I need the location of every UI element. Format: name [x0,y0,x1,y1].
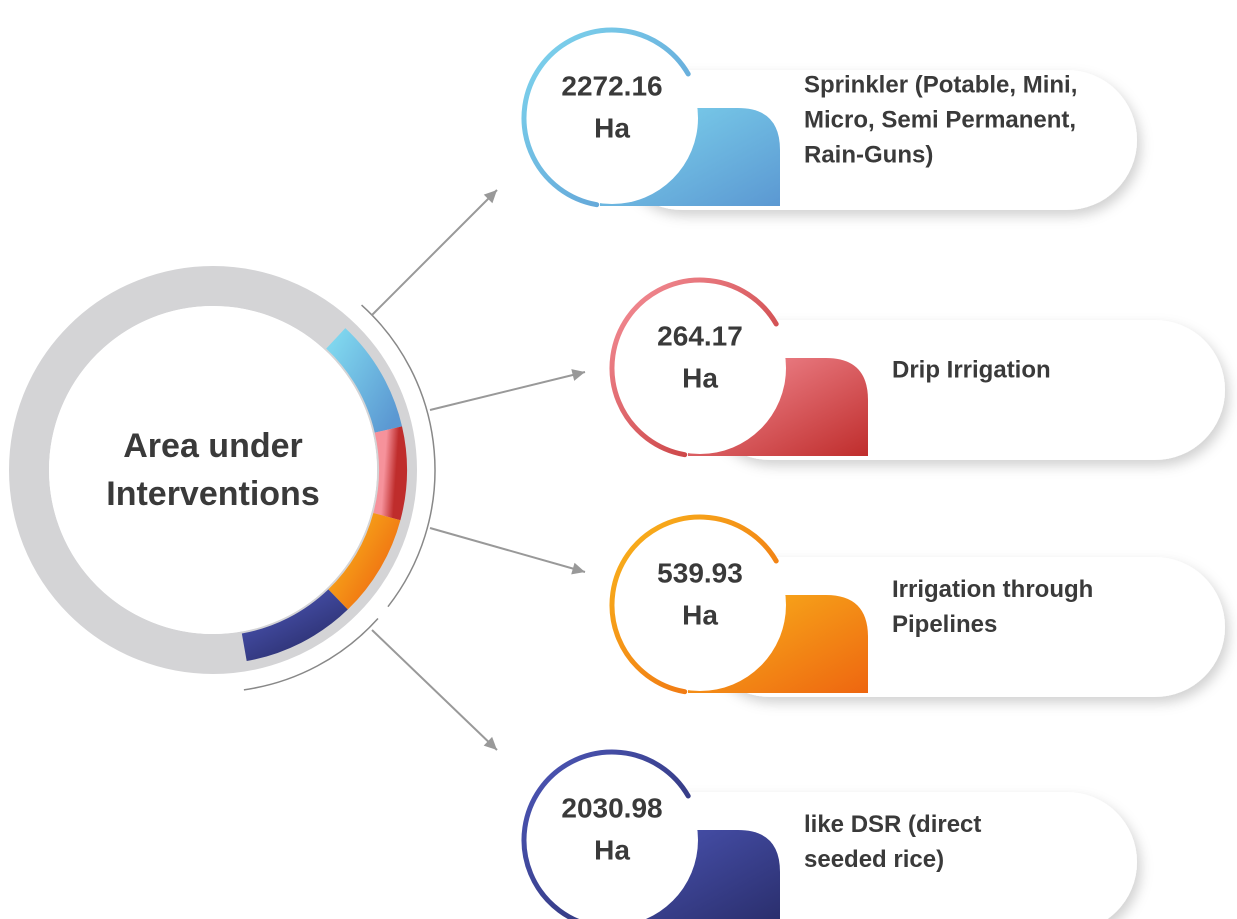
unit: Ha [682,362,718,393]
arrow-line [371,629,498,751]
unit: Ha [682,599,718,630]
value: 539.93 [657,557,743,588]
ring-segment [328,512,401,610]
ring-center [49,306,377,634]
value-arc [609,277,779,458]
arrow-line [429,371,586,411]
center-ring [9,266,417,674]
value-circle [614,282,786,454]
item-card: 2272.16 Ha Sprinkler (Potable, Mini, Micro,… [521,27,1137,210]
outer-arc [361,304,436,608]
arrow-head [571,369,585,381]
item-label: Sprinkler (Potable, Mini, [804,71,1077,98]
value-circle [614,519,786,691]
value-circle [526,754,698,919]
item-label: Irrigation through [892,576,1093,603]
arrow-head [483,736,497,750]
item-label: seeded rice) [804,846,944,873]
item-card: 539.93 Ha Irrigation through Pipelines [609,514,1225,697]
arrow-head [483,190,497,204]
value-arc [609,514,779,695]
value-circle [526,32,698,204]
value: 2272.16 [561,70,662,101]
item-label: Pipelines [892,611,997,638]
item-label: like DSR (direct [804,811,981,838]
item-card: 264.17 Ha Drip Irrigation [609,277,1225,460]
value-arc [521,749,691,919]
ring-segment [325,328,403,433]
arrow-head [571,562,585,575]
value: 264.17 [657,320,743,351]
value: 2030.98 [561,792,662,823]
unit: Ha [594,834,630,865]
center-title: Interventions [106,475,319,513]
ring-segment [373,426,407,521]
center-title: Area under [123,427,303,465]
ring-segment [241,589,348,662]
item-label: Drip Irrigation [892,356,1051,383]
arrow-line [429,527,586,573]
outer-arc [243,618,379,691]
unit: Ha [594,112,630,143]
arrow-line [371,189,498,316]
value-arc [521,27,691,208]
item-label: Rain-Guns) [804,141,933,168]
item-card: 2030.98 Ha like DSR (direct seeded rice) [521,749,1137,919]
item-label: Micro, Semi Permanent, [804,106,1076,133]
